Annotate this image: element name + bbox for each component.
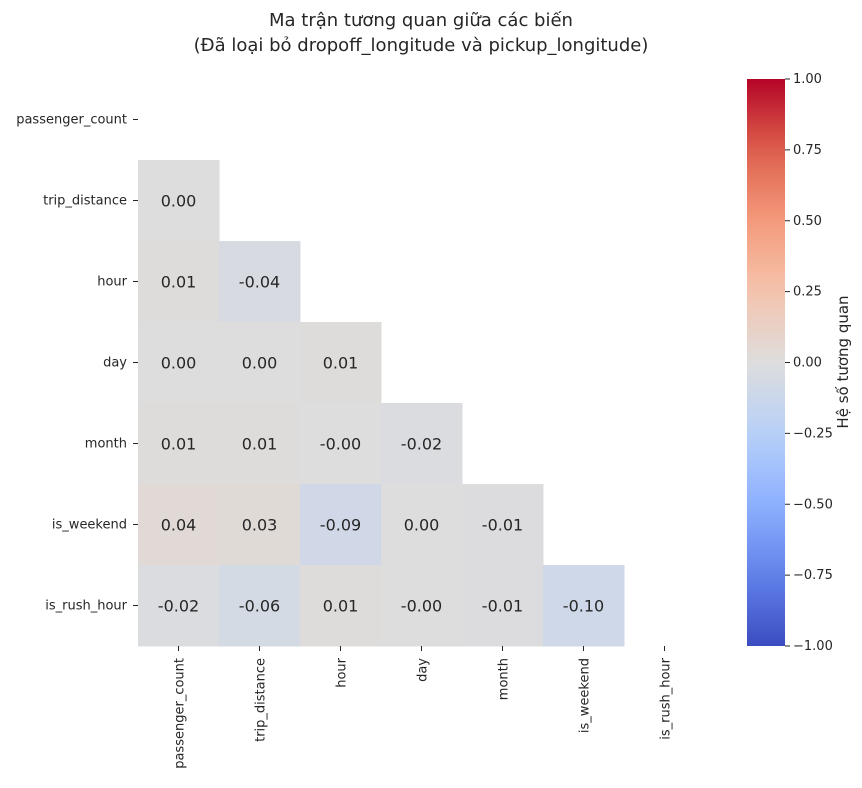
colorbar-tick-label: 1.00 [793,72,822,87]
cell-annotation: -0.01 [482,597,523,616]
cell-annotation: -0.00 [320,435,361,454]
cell-annotation: 0.01 [161,273,197,292]
cell-annotation: -0.06 [239,597,280,616]
y-tick-label: day [103,356,127,371]
heatmap-cell [543,565,625,647]
heatmap-cell [219,241,301,323]
cell-annotation: -0.09 [320,516,361,535]
cell-annotation: 0.01 [161,435,197,454]
colorbar-tick-label: −0.50 [793,497,833,512]
colorbar-tick-label: −1.00 [793,639,833,654]
heatmap-cell [219,484,301,566]
heatmap-cell [462,484,544,566]
cell-annotation: -0.00 [401,597,442,616]
x-tick-label: is_weekend [578,658,593,733]
cell-annotation: 0.00 [404,516,440,535]
heatmap-cell [219,403,301,485]
cell-annotation: 0.01 [323,354,359,373]
cell-annotation: -0.02 [158,597,199,616]
colorbar: 1.00 0.75 0.50 0.25 0.00 −0.25 −0.50 −0.75 −1.00… [747,72,852,654]
heatmap-cell [138,322,220,404]
heatmap-cell [138,484,220,566]
cell-annotation: -0.04 [239,273,280,292]
cell-annotation: 0.01 [323,597,359,616]
cell-annotation: 0.01 [242,435,278,454]
colorbar-gradient [747,79,785,646]
heatmap-cell [381,484,463,566]
y-tick-label: month [85,437,127,452]
colorbar-tick-label: 0.00 [793,356,822,371]
heatmap-cell [381,565,463,647]
heatmap-cell [138,241,220,323]
heatmap-cell [219,322,301,404]
heatmap-cell [300,403,382,485]
colorbar-tick-label: 0.50 [793,214,822,229]
colorbar-ticks: 1.00 0.75 0.50 0.25 0.00 −0.25 −0.50 −0.75 −1.00 [785,72,833,654]
heatmap-cell [138,565,220,647]
colorbar-tick-label: −0.25 [793,426,833,441]
y-tick-label: is_rush_hour [45,599,127,614]
y-tick-label: hour [97,275,127,290]
heatmap-cell [300,322,382,404]
heatmap-cell [462,565,544,647]
heatmap-cell [138,160,220,242]
heatmap-cell [219,565,301,647]
x-tick-label: hour [335,657,350,687]
cell-annotation: 0.00 [161,354,197,373]
colorbar-tick-label: 0.25 [793,285,822,300]
cell-annotation: 0.03 [242,516,278,535]
colorbar-tick-label: −0.75 [793,568,833,583]
colorbar-tick-label: 0.75 [793,143,822,158]
cell-annotation: -0.02 [401,435,442,454]
heatmap-cells [138,160,625,647]
y-tick-label: is_weekend [52,518,127,533]
heatmap-cell [300,565,382,647]
heatmap-cell [381,403,463,485]
cell-annotation: 0.04 [161,516,197,535]
cell-annotation: 0.00 [242,354,278,373]
x-tick-label: is_rush_hour [659,657,674,739]
chart-subtitle: (Đã loại bỏ dropoff_longitude và pickup_… [194,35,649,56]
heatmap-annotations: 0.00 0.01 -0.04 0.00 0.00 0.01 0.01 0.01 -0.00 -0… [158,192,604,616]
x-tick-label: trip_distance [254,658,269,742]
colorbar-label: Hệ số tương quan [834,295,852,428]
cell-annotation: 0.00 [161,192,197,211]
chart-title: Ma trận tương quan giữa các biến [269,10,573,31]
heatmap-cell [138,403,220,485]
cell-annotation: -0.01 [482,516,523,535]
heatmap-cell [300,484,382,566]
x-tick-label: month [497,658,512,700]
y-tick-label: trip_distance [43,194,127,209]
x-tick-label: passenger_count [173,658,188,769]
y-tick-label: passenger_count [16,113,127,128]
x-tick-label: day [416,658,431,682]
cell-annotation: -0.10 [563,597,604,616]
x-axis-tick-labels: passenger_count trip_distance hour day month… [173,646,674,769]
